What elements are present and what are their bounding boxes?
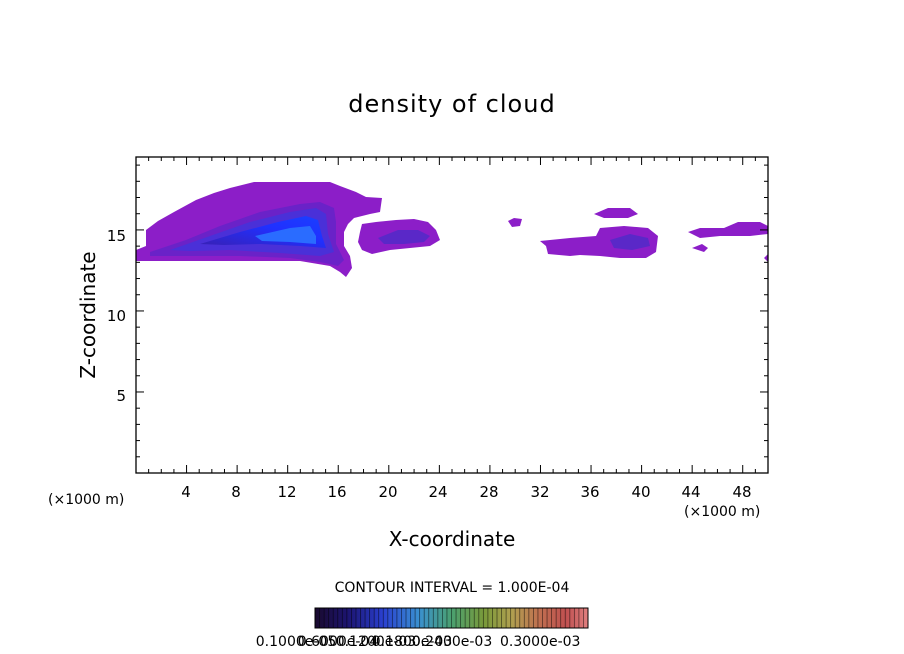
- colorbar-label: 0.6000e-04: [298, 634, 379, 650]
- x-tick-label-24: 24: [428, 483, 447, 501]
- x-tick-label-48: 48: [732, 483, 751, 501]
- x-tick-label-44: 44: [681, 483, 700, 501]
- cloud-5: [688, 222, 768, 262]
- x-tick-label-16: 16: [327, 483, 346, 501]
- colorbar-label: 0.2400e-03: [412, 634, 492, 650]
- x-tick-label-40: 40: [631, 483, 650, 501]
- colorbar-label: 0.3000e-03: [500, 634, 580, 650]
- x-tick-label-8: 8: [231, 483, 241, 501]
- cloud-2: [358, 219, 440, 254]
- x-unit-left: (×1000 m): [48, 492, 124, 508]
- x-tick-label-4: 4: [181, 483, 191, 501]
- chart-title: density of cloud: [348, 90, 555, 118]
- colorbar-stripes: [314, 608, 589, 628]
- cloud-3: [508, 218, 522, 227]
- x-unit-right: (×1000 m): [684, 504, 760, 520]
- y-axis-label: Z-coordinate: [76, 251, 100, 378]
- x-tick-label-28: 28: [479, 483, 498, 501]
- y-tick-label-15: 15: [107, 227, 126, 245]
- y-tick-marks: [136, 164, 768, 458]
- colorbar: [314, 607, 589, 629]
- x-tick-label-12: 12: [277, 483, 296, 501]
- y-tick-label-5: 5: [116, 387, 126, 405]
- x-tick-label-20: 20: [378, 483, 397, 501]
- x-tick-marks: [148, 157, 756, 473]
- colorbar-label: 0.1800e-03: [372, 634, 452, 650]
- x-tick-label-32: 32: [530, 483, 549, 501]
- cloud-4: [540, 208, 658, 258]
- x-axis-label: X-coordinate: [389, 527, 516, 551]
- colorbar-labels: 0.1000e-050.6000e-040.1200e-030.1800e-03…: [256, 634, 581, 650]
- y-tick-label-10: 10: [107, 307, 126, 325]
- cloud-density-fill: [136, 182, 768, 277]
- contour-interval-label: CONTOUR INTERVAL = 1.000E-04: [335, 580, 570, 596]
- colorbar-label: 0.1000e-05: [256, 634, 336, 650]
- colorbar-label: 0.1200e-03: [336, 634, 416, 650]
- x-tick-label-36: 36: [580, 483, 599, 501]
- cloud-main: [136, 182, 382, 277]
